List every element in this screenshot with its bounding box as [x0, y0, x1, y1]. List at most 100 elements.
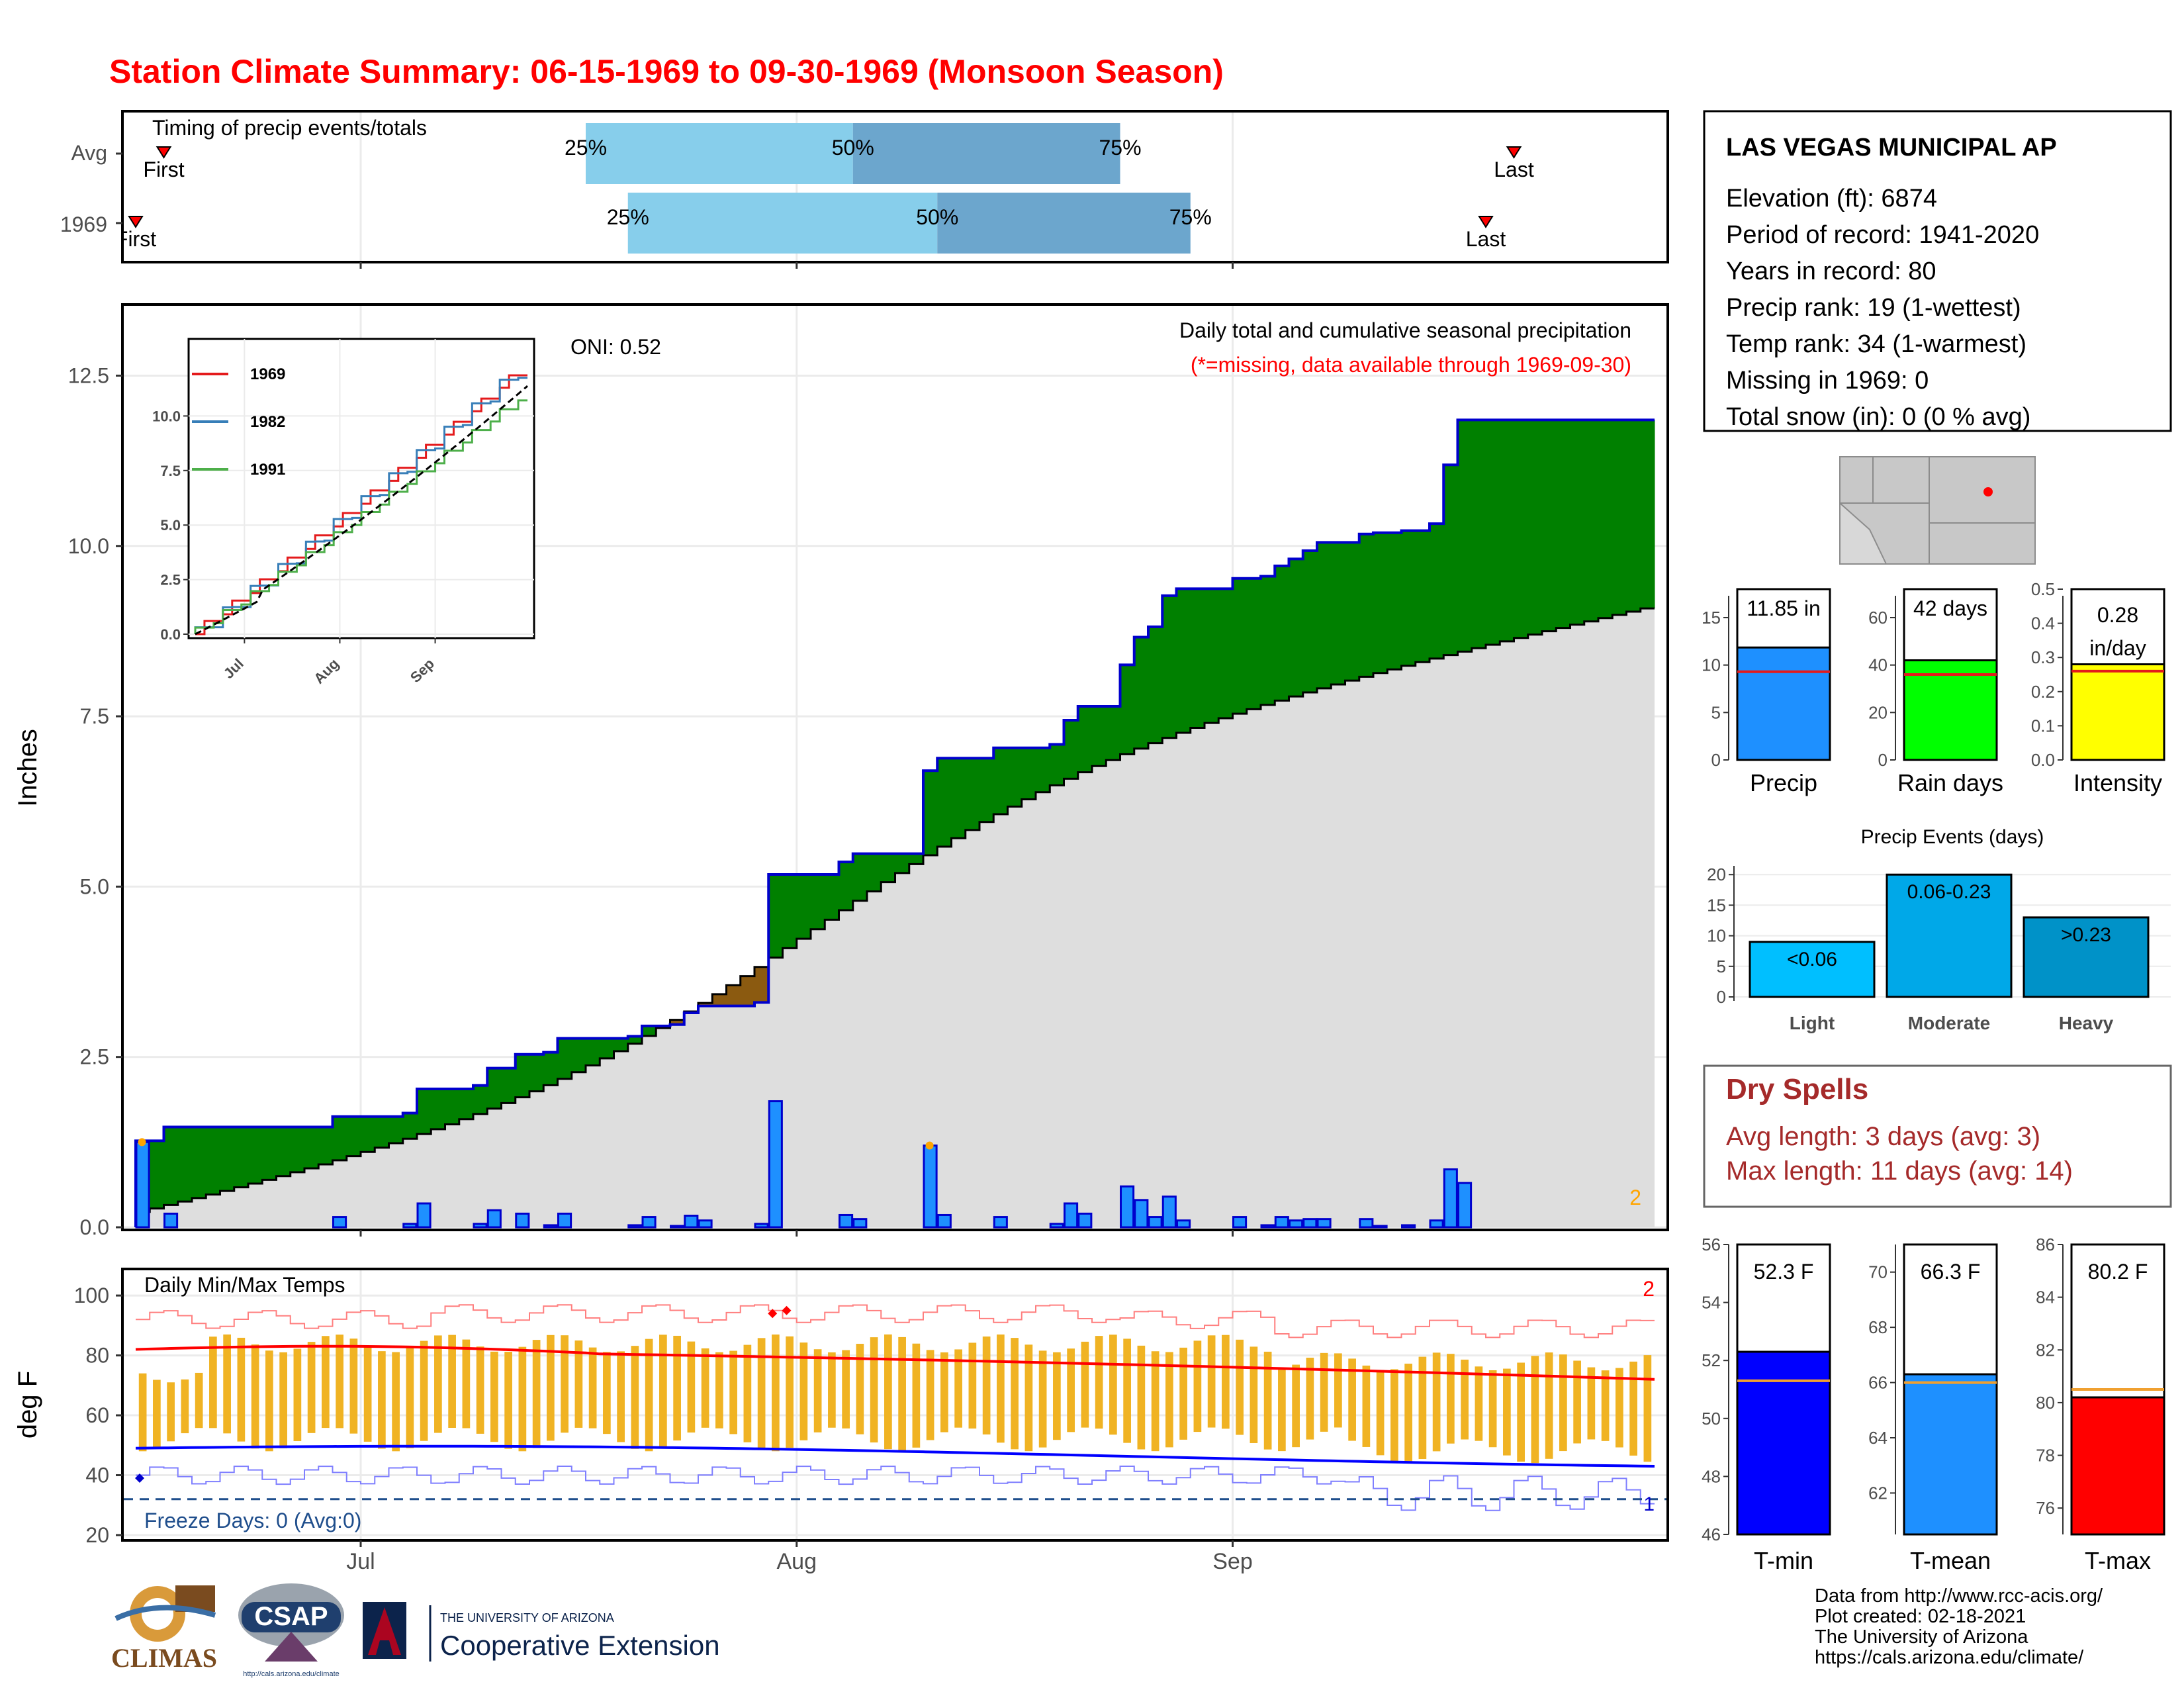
daily-temp-bar: [1207, 1335, 1216, 1428]
precip-ytick-label: 7.5: [80, 704, 109, 728]
daily-temp-bar: [307, 1342, 316, 1433]
cumulative-difference-fill: [1457, 420, 1473, 652]
daily-temp-bar: [1545, 1352, 1553, 1459]
cumulative-difference-fill: [304, 1127, 319, 1169]
cumulative-difference-fill: [332, 1116, 347, 1160]
cumulative-difference-fill: [1232, 578, 1248, 714]
daily-temp-bar: [490, 1351, 498, 1442]
cumulative-difference-fill: [163, 1127, 179, 1205]
avg-max-temp-line: [135, 1344, 1655, 1381]
daily-temp-bar: [757, 1338, 766, 1450]
daily-temp-bar: [1109, 1335, 1117, 1435]
timing-q75-label: 75%: [1099, 136, 1141, 160]
cumulative-difference-fill: [642, 1025, 657, 1036]
summary-tick-label: 0.3: [2031, 647, 2055, 667]
daily-precip-bar: [557, 1212, 572, 1229]
daily-temp-bar: [1418, 1356, 1427, 1460]
cumulative-difference-fill: [1514, 420, 1529, 638]
daily-temp-bar: [842, 1350, 850, 1429]
daily-temp-bar: [1165, 1352, 1173, 1448]
csap-url: http://cals.arizona.edu/climate: [243, 1670, 340, 1678]
timing-q25-label: 25%: [565, 136, 607, 160]
daily-precip-bar: [839, 1213, 854, 1229]
temp-ytick-label: 100: [74, 1284, 109, 1307]
cumulative-difference-fill: [1007, 747, 1023, 807]
daily-temp-bar: [547, 1335, 555, 1441]
temp-ytick-label: 60: [85, 1403, 109, 1427]
precip-event-bar: [2023, 916, 2150, 998]
state-map: [1839, 456, 2036, 565]
daily-precip-bar: [641, 1216, 657, 1229]
timing-q50-label: 50%: [832, 136, 874, 160]
events-ytick-label: 5: [1717, 957, 1726, 976]
daily-temp-bar: [195, 1372, 203, 1429]
cumulative-difference-fill: [473, 1085, 488, 1114]
record-high-line: [136, 1304, 1655, 1338]
cumulative-difference-fill: [361, 1116, 375, 1152]
daily-temp-bar: [982, 1336, 991, 1435]
daily-temp-bar: [1531, 1356, 1539, 1464]
daily-temp-bar: [1559, 1354, 1567, 1452]
daily-temp-bar: [1390, 1369, 1398, 1462]
daily-precip-bar: [1302, 1218, 1318, 1229]
cumulative-difference-fill: [1064, 720, 1079, 779]
cumulative-difference-fill: [375, 1116, 389, 1148]
cumulative-difference-fill: [1486, 420, 1500, 645]
cumulative-difference-fill: [670, 1019, 685, 1025]
cumulative-difference-fill: [979, 758, 994, 822]
daily-temp-bar: [363, 1345, 372, 1442]
cumulative-difference-fill: [1640, 420, 1655, 609]
cumulative-difference-fill: [1205, 588, 1219, 724]
cumulative-difference-fill: [782, 874, 797, 949]
daily-temp-bar: [574, 1340, 583, 1428]
timing-q50-label: 50%: [916, 205, 958, 229]
daily-temp-bar: [293, 1348, 302, 1442]
station-name: LAS VEGAS MUNICIPAL AP: [1726, 134, 2057, 162]
timing-caption: Timing of precip events/totals: [152, 116, 427, 140]
daily-temp-bar: [349, 1338, 358, 1434]
daily-temp-bar: [1320, 1352, 1328, 1432]
cumulative-difference-fill: [529, 1054, 544, 1092]
temp-ytick-label: 80: [85, 1344, 109, 1368]
dry-spells-box: Dry Spells Avg length: 3 days (avg: 3) M…: [1703, 1064, 2172, 1208]
cumulative-difference-fill: [881, 853, 895, 882]
summary-bars: 0 5 10 15 11.85 in Precip 0 20 40 60 42 days Rain d…: [1702, 579, 2165, 796]
cumulative-difference-fill: [1162, 595, 1177, 738]
daily-temp-bar: [884, 1334, 892, 1450]
daily-precip-bar: [1064, 1202, 1079, 1229]
daily-temp-bar: [617, 1351, 625, 1442]
precip-caption: Daily total and cumulative seasonal prec…: [1179, 318, 1631, 342]
cumulative-difference-fill: [1302, 550, 1318, 692]
ua-line2: Cooperative Extension: [440, 1630, 720, 1661]
daily-temp-bar: [167, 1382, 175, 1442]
daily-temp-bar: [912, 1343, 921, 1448]
daily-precip-bar: [1274, 1216, 1289, 1229]
cumulative-difference-fill: [937, 758, 952, 847]
cumulative-difference-fill: [150, 1141, 164, 1209]
credit-line: The University of Arizona: [1815, 1626, 2028, 1648]
daily-temp-bar: [1587, 1367, 1596, 1440]
record-marker: [138, 1138, 146, 1147]
university-logo: THE UNIVERSITY OF ARIZONA Cooperative Ex…: [363, 1602, 720, 1662]
precip-ytick-label: 0.0: [80, 1215, 109, 1239]
temp-summary-tick-label: 80: [2036, 1393, 2055, 1413]
cumulative-difference-fill: [1598, 420, 1613, 618]
daily-precip-bar: [1134, 1199, 1149, 1229]
precip-event-label: 0.06-0.23: [1907, 881, 1991, 903]
station-info-line: Temp rank: 34 (1-warmest): [1726, 330, 2026, 358]
cumulative-difference-fill: [839, 862, 854, 911]
daily-precip-bar: [1457, 1182, 1473, 1229]
cumulative-difference-fill: [206, 1127, 220, 1195]
temp-summary-name: T-max: [2085, 1547, 2151, 1574]
cumulative-difference-fill: [600, 1038, 614, 1058]
temp-summary-tick-label: 84: [2036, 1288, 2055, 1307]
daily-temp-bar: [1362, 1365, 1371, 1447]
daily-temp-bar: [1573, 1360, 1581, 1444]
summary-bar-name: Precip: [1750, 769, 1817, 796]
timing-q75-label: 75%: [1169, 205, 1212, 229]
precip-event-label: >0.23: [2061, 924, 2111, 946]
cumulative-difference-fill: [346, 1116, 361, 1156]
cumulative-difference-fill: [1527, 420, 1543, 635]
daily-precip-bar: [993, 1216, 1008, 1229]
daily-temp-bar: [1601, 1370, 1610, 1441]
